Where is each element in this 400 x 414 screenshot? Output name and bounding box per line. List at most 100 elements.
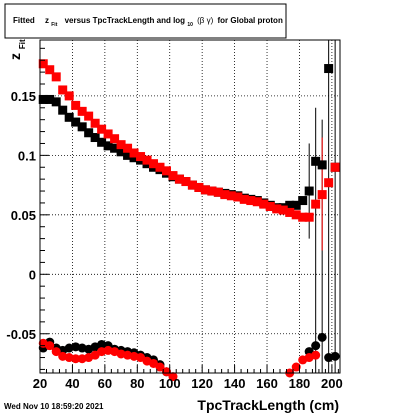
point-s1-11 — [110, 134, 120, 144]
x-axis-label: TpcTrackLength (cm) — [197, 397, 339, 413]
y-tick-label-3: 0.1 — [18, 148, 36, 163]
point-s1-14 — [129, 148, 139, 158]
point-s1-34 — [259, 199, 269, 209]
title-bg: (β γ) — [197, 16, 213, 25]
point-s2-24 — [330, 351, 340, 361]
plot-frame — [39, 39, 341, 374]
point-s0-39 — [291, 200, 301, 210]
point-s1-36 — [272, 204, 282, 214]
point-s1-0 — [38, 59, 48, 69]
point-s1-2 — [51, 72, 61, 82]
point-s1-40 — [298, 212, 308, 222]
point-s1-22 — [181, 177, 191, 187]
point-s1-5 — [71, 100, 81, 110]
point-s2-21 — [311, 341, 321, 351]
point-s1-24 — [194, 182, 204, 192]
title-suffix: for Global proton — [218, 16, 283, 25]
x-tick-label-1: 40 — [65, 376, 79, 391]
point-s3-5 — [71, 354, 81, 364]
chart-title: Fitted z Fit versus TpcTrackLength and l… — [13, 16, 283, 28]
point-s0-0 — [38, 94, 48, 104]
x-tick-label-7: 160 — [256, 376, 278, 391]
point-s0-42 — [311, 156, 321, 166]
point-s0-5 — [71, 117, 81, 127]
x-tick-label-5: 120 — [191, 376, 213, 391]
point-s1-20 — [168, 171, 178, 181]
point-s1-21 — [174, 174, 184, 184]
point-s1-23 — [187, 180, 197, 190]
point-s3-2 — [51, 347, 61, 357]
y-tick-label-4: 0.15 — [11, 89, 36, 104]
y-axis-label: z Fit — [7, 39, 27, 60]
point-s1-37 — [278, 205, 288, 215]
point-s1-4 — [64, 91, 74, 101]
point-s3-1 — [45, 341, 55, 351]
point-s1-3 — [58, 85, 68, 95]
data-layer — [38, 40, 340, 382]
point-s3-19 — [161, 367, 171, 377]
y-tick-label-0: -0.05 — [6, 327, 36, 342]
point-s1-29 — [226, 191, 236, 201]
point-s0-12 — [116, 147, 126, 157]
point-s0-8 — [90, 133, 100, 143]
point-s0-1 — [45, 94, 55, 104]
point-s1-8 — [90, 118, 100, 128]
point-s1-18 — [155, 162, 165, 172]
point-s1-38 — [285, 207, 295, 217]
point-s0-10 — [103, 141, 113, 151]
point-s0-3 — [58, 105, 68, 115]
point-s1-1 — [45, 65, 55, 75]
point-s0-4 — [64, 112, 74, 122]
point-s1-32 — [246, 196, 256, 206]
point-s3-25 — [311, 350, 321, 360]
point-s1-28 — [220, 190, 230, 200]
x-tick-label-3: 80 — [130, 376, 144, 391]
point-s3-18 — [155, 362, 165, 372]
point-s1-45 — [330, 162, 340, 172]
y-axis-label-sub: Fit — [18, 39, 27, 49]
timestamp: Wed Nov 10 18:59:20 2021 — [4, 402, 104, 411]
title-box — [4, 3, 287, 39]
point-s1-19 — [161, 166, 171, 176]
point-s0-40 — [298, 196, 308, 206]
point-s1-39 — [291, 210, 301, 220]
point-s1-30 — [233, 192, 243, 202]
point-s1-15 — [136, 152, 146, 162]
point-s1-9 — [97, 124, 107, 134]
point-s0-9 — [97, 137, 107, 147]
x-tick-label-9: 200 — [321, 376, 343, 391]
axis-layer: 20 40 60 80 100 120 140 160 180 200 -0.05 0 0.05 0.1 0… — [6, 39, 343, 391]
point-s0-11 — [110, 143, 120, 153]
point-s3-20 — [168, 372, 178, 382]
x-tick-label-6: 140 — [224, 376, 246, 391]
point-s1-31 — [239, 194, 249, 204]
point-s0-6 — [77, 122, 87, 132]
y-tick-label-2: 0.05 — [11, 208, 36, 223]
point-s1-10 — [103, 129, 113, 139]
x-tick-label-4: 100 — [159, 376, 181, 391]
point-s1-12 — [116, 140, 126, 150]
y-axis-label-main: z — [7, 53, 23, 60]
point-s0-41 — [304, 186, 314, 196]
point-s1-7 — [84, 111, 94, 121]
point-s1-16 — [142, 155, 152, 165]
title-z-sub: Fit — [51, 22, 57, 28]
point-s1-25 — [200, 185, 210, 195]
title-prefix: Fitted — [13, 16, 35, 25]
point-s1-44 — [324, 178, 334, 188]
point-s0-13 — [123, 150, 133, 160]
y-tick-label-1: 0 — [29, 267, 36, 282]
point-s1-35 — [265, 202, 275, 211]
point-s3-22 — [291, 362, 301, 372]
title-log-sub: 10 — [187, 22, 193, 28]
point-s1-17 — [149, 159, 159, 169]
x-tick-label-0: 20 — [33, 376, 47, 391]
point-s1-27 — [213, 187, 223, 197]
point-s1-26 — [207, 186, 217, 196]
x-tick-label-2: 60 — [98, 376, 112, 391]
point-s2-22 — [317, 332, 327, 342]
point-s0-38 — [285, 200, 295, 210]
point-s0-7 — [84, 128, 94, 138]
x-tick-label-8: 180 — [289, 376, 311, 391]
